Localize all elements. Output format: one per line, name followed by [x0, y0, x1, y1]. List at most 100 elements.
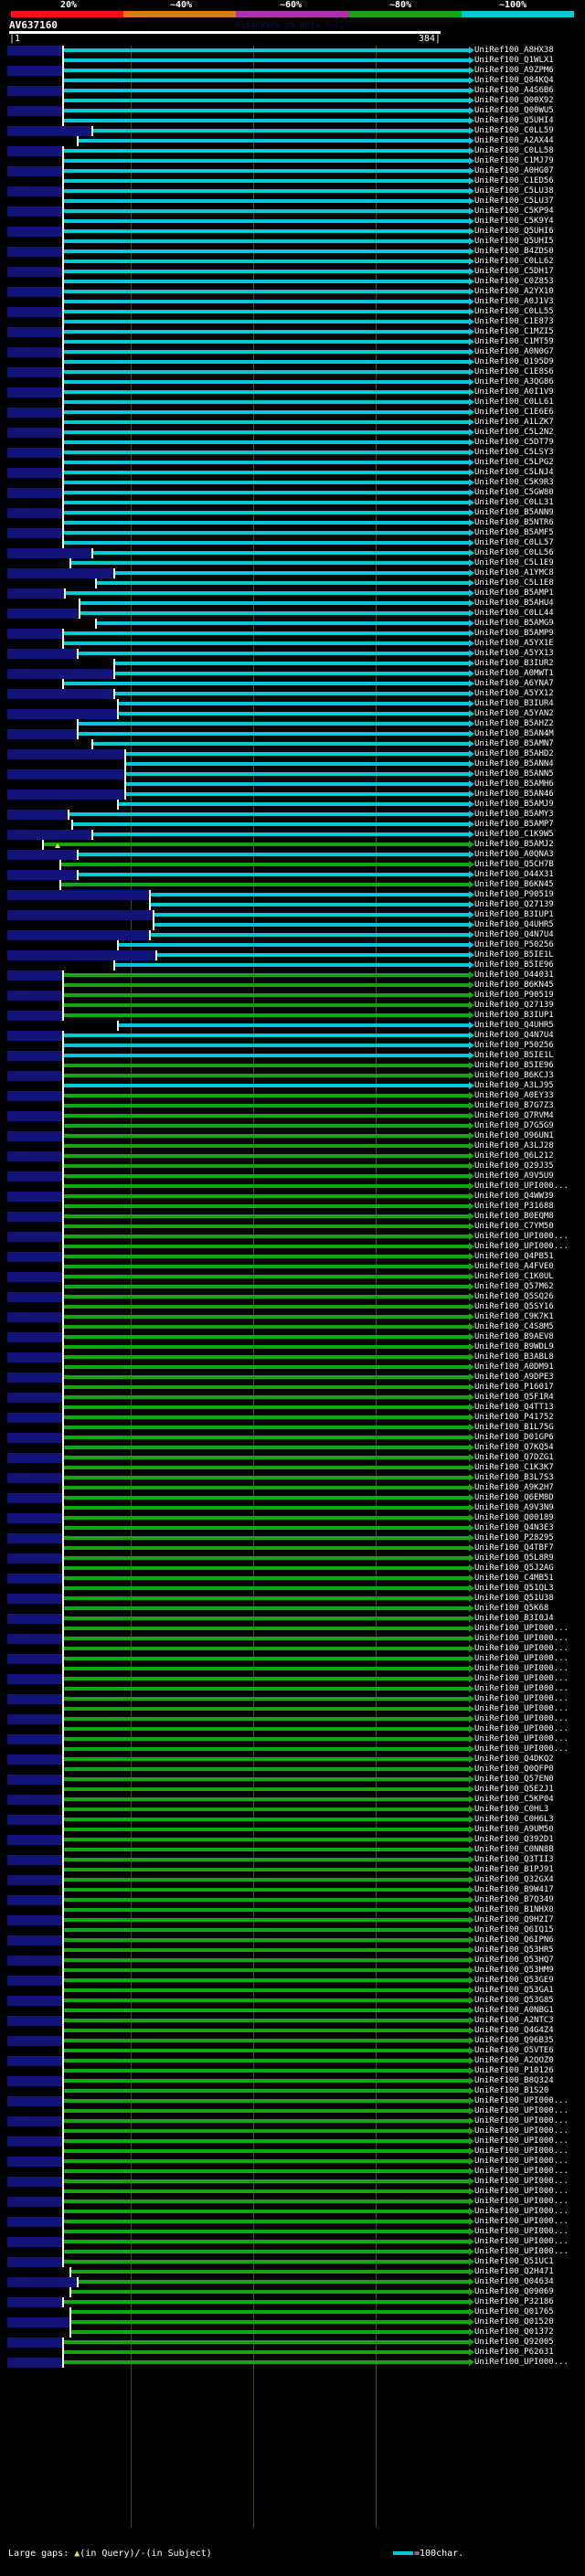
alignment-bar[interactable]	[62, 340, 469, 344]
alignment-bar[interactable]	[62, 511, 469, 514]
alignment-row[interactable]: UniRef100_A3LJ28	[0, 1141, 585, 1151]
alignment-row[interactable]: UniRef100_B5AHD2	[0, 749, 585, 759]
alignment-row[interactable]: UniRef100_UPI000...	[0, 1704, 585, 1714]
alignment-row[interactable]: UniRef100_C5DT79	[0, 438, 585, 448]
hit-label[interactable]: UniRef100_B3IUP1	[474, 910, 554, 919]
alignment-row[interactable]: UniRef100_Q09069	[0, 2287, 585, 2297]
alignment-row[interactable]: UniRef100_O5VTE6	[0, 2046, 585, 2056]
alignment-row[interactable]: UniRef100_B8Q324	[0, 2076, 585, 2086]
alignment-bar[interactable]	[62, 1476, 469, 1479]
alignment-bar[interactable]	[77, 732, 469, 736]
alignment-row[interactable]: UniRef100_Q53GA1	[0, 1986, 585, 1996]
hit-label[interactable]: UniRef100_Q5CH7B	[474, 860, 554, 869]
alignment-row[interactable]: UniRef100_C1MT59	[0, 337, 585, 347]
alignment-row[interactable]: UniRef100_UPI000...	[0, 2187, 585, 2197]
hit-label[interactable]: UniRef100_Q7DZG1	[474, 1453, 554, 1462]
alignment-row[interactable]: UniRef100_Q27139	[0, 1001, 585, 1011]
hit-label[interactable]: UniRef100_D01GP6	[474, 1433, 554, 1442]
alignment-row[interactable]: UniRef100_Q51U38	[0, 1594, 585, 1604]
alignment-bar[interactable]	[62, 1938, 469, 1942]
alignment-row[interactable]: UniRef100_UPI000...	[0, 1714, 585, 1724]
alignment-bar[interactable]	[62, 1174, 469, 1178]
alignment-row[interactable]: UniRef100_A0DM91	[0, 1362, 585, 1373]
hit-label[interactable]: UniRef100_C5L2N2	[474, 428, 554, 437]
alignment-row[interactable]: UniRef100_A9DPE3	[0, 1373, 585, 1383]
hit-label[interactable]: UniRef100_P50256	[474, 940, 554, 949]
alignment-bar[interactable]	[62, 2119, 469, 2123]
alignment-bar[interactable]	[62, 1617, 469, 1620]
alignment-row[interactable]: UniRef100_C1ED56	[0, 176, 585, 186]
alignment-row[interactable]: UniRef100_C0LL59	[0, 126, 585, 136]
hit-label[interactable]: UniRef100_A6YNA7	[474, 679, 554, 688]
alignment-row[interactable]: UniRef100_Q53HR5	[0, 1945, 585, 1956]
hit-label[interactable]: UniRef100_B5AHU4	[474, 599, 554, 608]
alignment-bar[interactable]	[62, 350, 469, 354]
hit-label[interactable]: UniRef100_UPI000...	[474, 2157, 569, 2166]
hit-label[interactable]: UniRef100_Q57EN0	[474, 1775, 554, 1784]
alignment-row[interactable]: UniRef100_C0LL44	[0, 609, 585, 619]
alignment-bar[interactable]	[62, 229, 469, 233]
alignment-row[interactable]: UniRef100_UPI000...	[0, 2177, 585, 2187]
hit-label[interactable]: UniRef100_Q0QFP0	[474, 1765, 554, 1774]
alignment-bar[interactable]	[62, 541, 469, 545]
alignment-bar[interactable]	[62, 390, 469, 394]
hit-label[interactable]: UniRef100_Q53HM9	[474, 1966, 554, 1975]
alignment-row[interactable]: UniRef100_C5K9Y4	[0, 217, 585, 227]
hit-label[interactable]: UniRef100_UPI000...	[474, 1664, 569, 1673]
hit-label[interactable]: UniRef100_C0LL57	[474, 538, 554, 547]
alignment-row[interactable]: UniRef100_UPI000...	[0, 2358, 585, 2368]
hit-label[interactable]: UniRef100_A8HX38	[474, 46, 554, 55]
alignment-bar[interactable]	[62, 2099, 469, 2103]
alignment-row[interactable]: UniRef100_UPI000...	[0, 2247, 585, 2257]
alignment-bar[interactable]	[62, 1978, 469, 1982]
alignment-bar[interactable]	[62, 1034, 469, 1037]
hit-label[interactable]: UniRef100_Q53GA1	[474, 1986, 554, 1995]
alignment-bar[interactable]	[91, 742, 469, 746]
alignment-row[interactable]: UniRef100_C0LL55	[0, 307, 585, 317]
hit-label[interactable]: UniRef100_A3LJ28	[474, 1141, 554, 1150]
alignment-bar[interactable]	[62, 641, 469, 645]
alignment-row[interactable]: UniRef100_B5ANN4	[0, 759, 585, 769]
hit-label[interactable]: UniRef100_B5IE96	[474, 1061, 554, 1070]
alignment-bar[interactable]	[62, 1415, 469, 1419]
hit-label[interactable]: UniRef100_Q04634	[474, 2277, 554, 2286]
alignment-row[interactable]: UniRef100_P16017	[0, 1383, 585, 1393]
alignment-bar[interactable]	[149, 903, 469, 906]
alignment-row[interactable]: UniRef100_D7G5G9	[0, 1121, 585, 1131]
alignment-row[interactable]: UniRef100_Q29J35	[0, 1161, 585, 1171]
alignment-bar[interactable]	[62, 471, 469, 474]
hit-label[interactable]: UniRef100_B5ANN4	[474, 759, 554, 769]
alignment-row[interactable]: UniRef100_C5LU38	[0, 186, 585, 196]
alignment-row[interactable]: UniRef100_A5YAN2	[0, 709, 585, 719]
hit-label[interactable]: UniRef100_Q96B35	[474, 2036, 554, 2045]
alignment-bar[interactable]	[62, 360, 469, 364]
alignment-row[interactable]: UniRef100_Q4N3E3	[0, 1523, 585, 1533]
alignment-row[interactable]: UniRef100_Q9H2I7	[0, 1915, 585, 1925]
hit-label[interactable]: UniRef100_C4MB51	[474, 1574, 554, 1583]
hit-label[interactable]: UniRef100_Q5K68	[474, 1604, 549, 1613]
hit-label[interactable]: UniRef100_C5K9R3	[474, 478, 554, 487]
hit-label[interactable]: UniRef100_Q5J2AG	[474, 1564, 554, 1573]
hit-label[interactable]: UniRef100_B5AMH6	[474, 779, 554, 789]
alignment-bar[interactable]	[69, 2320, 469, 2324]
alignment-row[interactable]: UniRef100_Q01765	[0, 2307, 585, 2317]
alignment-bar[interactable]	[62, 1767, 469, 1771]
alignment-row[interactable]: UniRef100_C9K7K1	[0, 1312, 585, 1322]
alignment-row[interactable]: UniRef100_B5AMJ9	[0, 800, 585, 810]
alignment-bar[interactable]	[59, 883, 469, 886]
hit-label[interactable]: UniRef100_C0LL62	[474, 257, 554, 266]
alignment-row[interactable]: UniRef100_C7YM50	[0, 1222, 585, 1232]
hit-label[interactable]: UniRef100_B1NHX0	[474, 1905, 554, 1914]
alignment-bar[interactable]	[62, 320, 469, 323]
hit-label[interactable]: UniRef100_B5AN46	[474, 790, 554, 799]
hit-label[interactable]: UniRef100_Q1WLX1	[474, 56, 554, 65]
alignment-row[interactable]: UniRef100_UPI000...	[0, 1644, 585, 1654]
alignment-bar[interactable]	[62, 1355, 469, 1359]
alignment-row[interactable]: UniRef100_A0MWT1	[0, 669, 585, 679]
alignment-row[interactable]: UniRef100_A3LJ95	[0, 1081, 585, 1091]
hit-label[interactable]: UniRef100_C5KP04	[474, 1795, 554, 1804]
alignment-row[interactable]: UniRef100_A1YMC8	[0, 568, 585, 578]
alignment-bar[interactable]	[62, 461, 469, 464]
alignment-bar[interactable]	[62, 270, 469, 273]
hit-label[interactable]: UniRef100_Q6IPN6	[474, 1935, 554, 1945]
